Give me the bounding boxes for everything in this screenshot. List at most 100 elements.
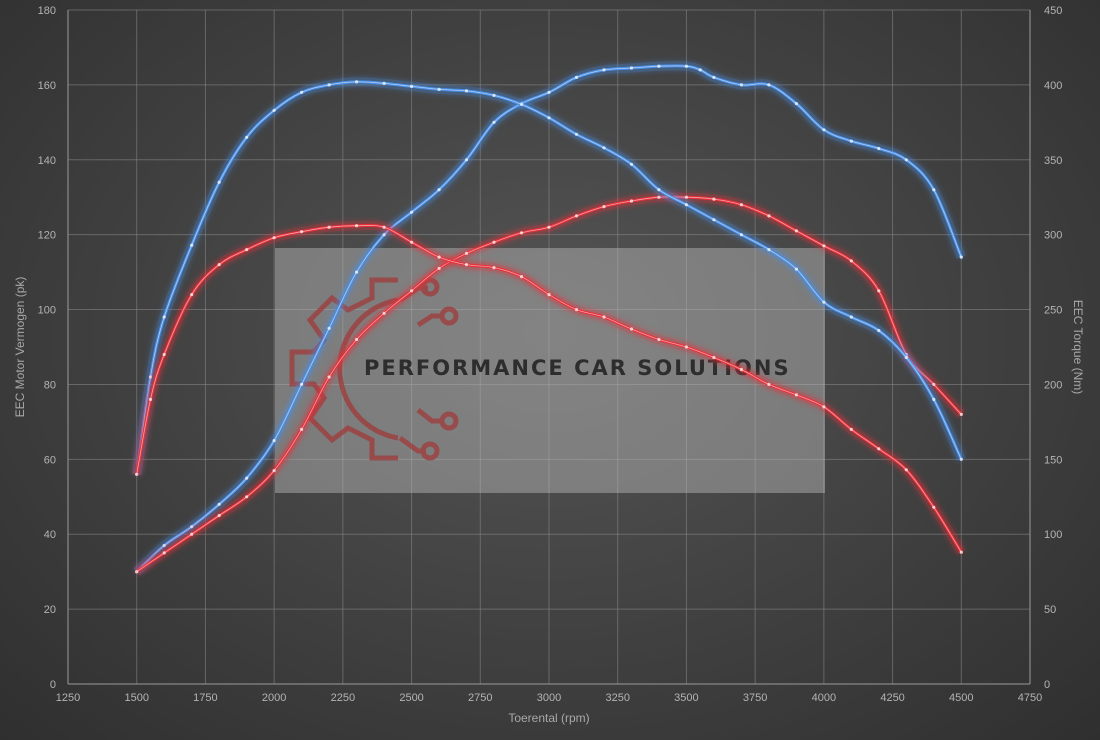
series-point	[822, 128, 826, 132]
series-point	[794, 229, 799, 233]
x-tick-label: 2000	[262, 692, 286, 704]
y-right-tick-label: 250	[1044, 305, 1062, 317]
series-point	[932, 397, 936, 401]
y-left-tick-label: 160	[38, 80, 56, 92]
series-point	[190, 532, 194, 536]
series-point	[739, 367, 744, 372]
y-axis-right-title: EEC Torque (Nm)	[1071, 300, 1085, 394]
series-point	[877, 447, 881, 451]
series-point	[464, 251, 469, 255]
series-point	[712, 355, 716, 360]
series-point	[602, 315, 606, 319]
series-point	[492, 240, 496, 244]
y-right-tick-label: 150	[1044, 454, 1062, 466]
y-left-tick-label: 40	[44, 529, 56, 541]
series-point	[217, 263, 221, 267]
series-point	[904, 355, 908, 360]
series-line-highlight	[136, 81, 962, 475]
series-point	[272, 108, 276, 112]
series-point	[794, 102, 799, 106]
series-point	[849, 259, 853, 263]
series-point	[574, 308, 579, 312]
series-point	[574, 214, 579, 218]
x-tick-label: 2500	[399, 692, 423, 704]
series-point	[739, 233, 744, 237]
series-point	[410, 210, 414, 214]
series-point	[245, 476, 249, 480]
series-point	[410, 240, 414, 244]
series-point	[382, 225, 386, 229]
y-left-tick-label: 140	[38, 155, 56, 167]
x-tick-label: 3250	[605, 692, 629, 704]
series-point	[355, 270, 359, 274]
series-point	[410, 84, 414, 88]
series-point	[162, 352, 166, 357]
series-point	[904, 158, 908, 162]
y-left-tick-label: 60	[44, 454, 56, 466]
x-tick-label: 3750	[743, 692, 767, 704]
series-point	[300, 230, 304, 234]
series-point	[547, 293, 551, 297]
series-1	[134, 192, 965, 576]
series-point	[822, 300, 826, 304]
series-point	[712, 218, 716, 222]
series-point	[547, 116, 551, 120]
series-point	[904, 468, 908, 472]
y-right-tick-label: 400	[1044, 80, 1062, 92]
series-point	[272, 236, 276, 240]
series-point	[272, 439, 276, 443]
series-point	[327, 375, 331, 379]
series-point	[327, 326, 331, 330]
series-point	[217, 502, 221, 506]
series-point	[698, 68, 702, 72]
axes: 1250 1500 1750 2000 2250 2500 2750 3000 3250 3500…	[38, 5, 1063, 704]
series-point	[794, 393, 799, 397]
y-axis-left-title: EEC Motor Vermogen (pk)	[13, 277, 27, 418]
series-point	[464, 158, 469, 162]
series-point	[684, 195, 689, 199]
x-tick-label: 4250	[880, 692, 904, 704]
series-point	[932, 188, 936, 192]
series-point	[437, 188, 441, 192]
series-point	[464, 263, 469, 267]
x-tick-label: 1250	[56, 692, 80, 704]
series-point	[245, 248, 249, 252]
series-point	[190, 525, 194, 529]
y-left-tick-label: 80	[44, 379, 56, 391]
series-point	[355, 80, 359, 84]
series-point	[437, 266, 441, 270]
series-point	[190, 243, 194, 247]
series-point	[767, 83, 771, 87]
series-point	[657, 188, 661, 192]
x-tick-label: 2750	[468, 692, 492, 704]
series-point	[327, 225, 331, 229]
series-point	[657, 195, 661, 199]
x-tick-label: 4750	[1018, 692, 1042, 704]
series-point	[162, 551, 166, 555]
series-point	[148, 375, 153, 379]
series-layer	[132, 61, 966, 576]
series-point	[629, 162, 634, 166]
series-point	[162, 315, 166, 319]
series-point	[657, 337, 661, 342]
series-point	[959, 550, 963, 554]
series-2	[132, 77, 966, 476]
series-point	[245, 495, 249, 499]
y-left-tick-label: 0	[50, 679, 56, 691]
series-point	[602, 68, 606, 72]
series-point	[327, 83, 331, 87]
series-point	[355, 337, 359, 342]
y-right-tick-label: 450	[1044, 5, 1062, 17]
series-point	[135, 570, 139, 574]
series-point	[492, 120, 496, 124]
series-point	[547, 225, 551, 229]
series-point	[492, 93, 496, 97]
series-point	[712, 75, 716, 79]
series-point	[492, 266, 496, 270]
series-point	[300, 427, 304, 431]
series-point	[849, 315, 853, 319]
x-tick-label: 1750	[193, 692, 217, 704]
series-point	[684, 345, 689, 349]
series-point	[767, 382, 771, 386]
